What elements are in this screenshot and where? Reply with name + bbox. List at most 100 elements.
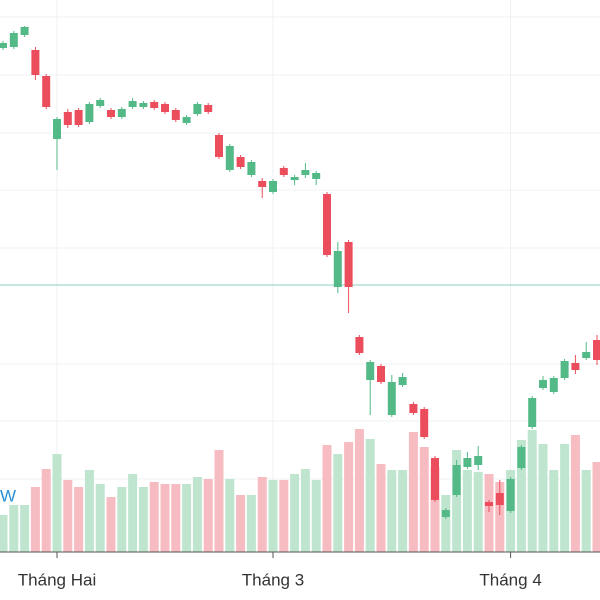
candle-body <box>31 50 40 75</box>
volume-bar <box>20 505 30 552</box>
candle-body <box>387 382 396 415</box>
candle-body <box>474 456 483 465</box>
candle-body <box>549 378 558 392</box>
candle-body <box>377 366 385 382</box>
volume-bar <box>106 497 116 552</box>
grid <box>0 16 600 480</box>
volume-bar <box>430 467 440 552</box>
candle-body <box>366 362 375 380</box>
candle-body <box>560 361 569 378</box>
candle-body <box>20 27 29 35</box>
volume-bar <box>225 479 235 552</box>
legend-label: W <box>0 486 16 505</box>
candle-body <box>269 181 277 192</box>
candle-body <box>517 447 526 468</box>
volume-bar <box>419 447 429 552</box>
candle-body <box>463 458 472 467</box>
volume-bar <box>452 450 462 552</box>
candle-body <box>107 110 115 117</box>
volume-bar <box>473 472 483 552</box>
volume-bar <box>41 469 51 552</box>
volume-bar <box>462 470 472 552</box>
volume-bar <box>257 477 267 552</box>
candle-body <box>398 377 407 385</box>
candle-body <box>409 404 418 413</box>
volume-bar <box>192 477 202 552</box>
volume-bar <box>117 487 127 552</box>
volume-bar <box>30 487 40 552</box>
candle-body <box>333 251 342 287</box>
candle-body <box>593 340 600 360</box>
candle-body <box>128 101 137 107</box>
candle-body <box>312 173 321 179</box>
volume-bar <box>538 444 548 552</box>
volume-bar <box>63 480 73 552</box>
candle-body <box>215 135 223 157</box>
volume-layer <box>0 429 600 552</box>
volume-bar <box>311 480 321 552</box>
volume-bar <box>95 484 105 552</box>
candle-body <box>279 168 288 175</box>
volume-bar <box>279 480 289 552</box>
x-tick-label: Tháng 3 <box>242 570 304 589</box>
volume-bar <box>268 480 278 552</box>
candle-body <box>236 157 245 167</box>
volume-bar <box>549 470 559 552</box>
candle-body <box>171 110 180 120</box>
volume-bar <box>408 432 418 552</box>
x-tick-label: Tháng Hai <box>18 570 96 589</box>
volume-bar <box>527 430 537 552</box>
volume-bar <box>354 429 364 552</box>
candle-body <box>441 510 450 517</box>
volume-bar <box>214 450 224 552</box>
candle-body <box>139 103 148 107</box>
candle-body <box>495 493 504 505</box>
candle-body <box>74 110 83 125</box>
volume-bar <box>149 482 159 552</box>
volume-bar <box>592 462 600 552</box>
volume-bar <box>398 470 408 552</box>
candle-body <box>193 104 202 114</box>
volume-bar <box>376 464 386 552</box>
candle-body <box>225 146 234 170</box>
volume-bar <box>246 495 256 552</box>
volume-bar <box>160 484 170 552</box>
candle-body <box>53 119 61 139</box>
volume-bar <box>365 439 375 552</box>
volume-bar <box>138 487 148 552</box>
volume-bar <box>322 445 332 552</box>
candle-layer <box>0 26 600 519</box>
volume-bar <box>516 440 526 552</box>
volume-bar <box>0 515 8 552</box>
candle-body <box>96 100 105 106</box>
candle-body <box>431 458 439 500</box>
candle-body <box>182 117 191 123</box>
volume-bar <box>290 474 300 552</box>
candle-body <box>258 181 267 187</box>
volume-bar <box>333 454 343 552</box>
volume-bar <box>84 470 94 552</box>
volume-bar <box>300 469 310 552</box>
candle-body <box>204 105 213 112</box>
candle-body <box>63 112 72 125</box>
candle-body <box>420 409 429 437</box>
volume-bar <box>560 444 570 552</box>
volume-bar <box>203 479 213 552</box>
candle-body <box>528 398 537 427</box>
volume-bar <box>74 487 84 552</box>
volume-bar <box>441 495 451 552</box>
volume-bar <box>171 484 181 552</box>
volume-bar <box>9 505 19 552</box>
x-tick-label: Tháng 4 <box>479 570 541 589</box>
candle-body <box>85 104 94 122</box>
volume-bar <box>236 495 246 552</box>
candle-body <box>485 502 493 506</box>
candle-body <box>506 479 515 511</box>
candle-body <box>355 337 364 353</box>
candle-body <box>539 380 547 388</box>
volume-bar <box>484 474 494 552</box>
candle-body <box>571 363 580 370</box>
candle-body <box>452 465 461 495</box>
candle-body <box>344 242 353 287</box>
volume-bar <box>344 442 354 552</box>
